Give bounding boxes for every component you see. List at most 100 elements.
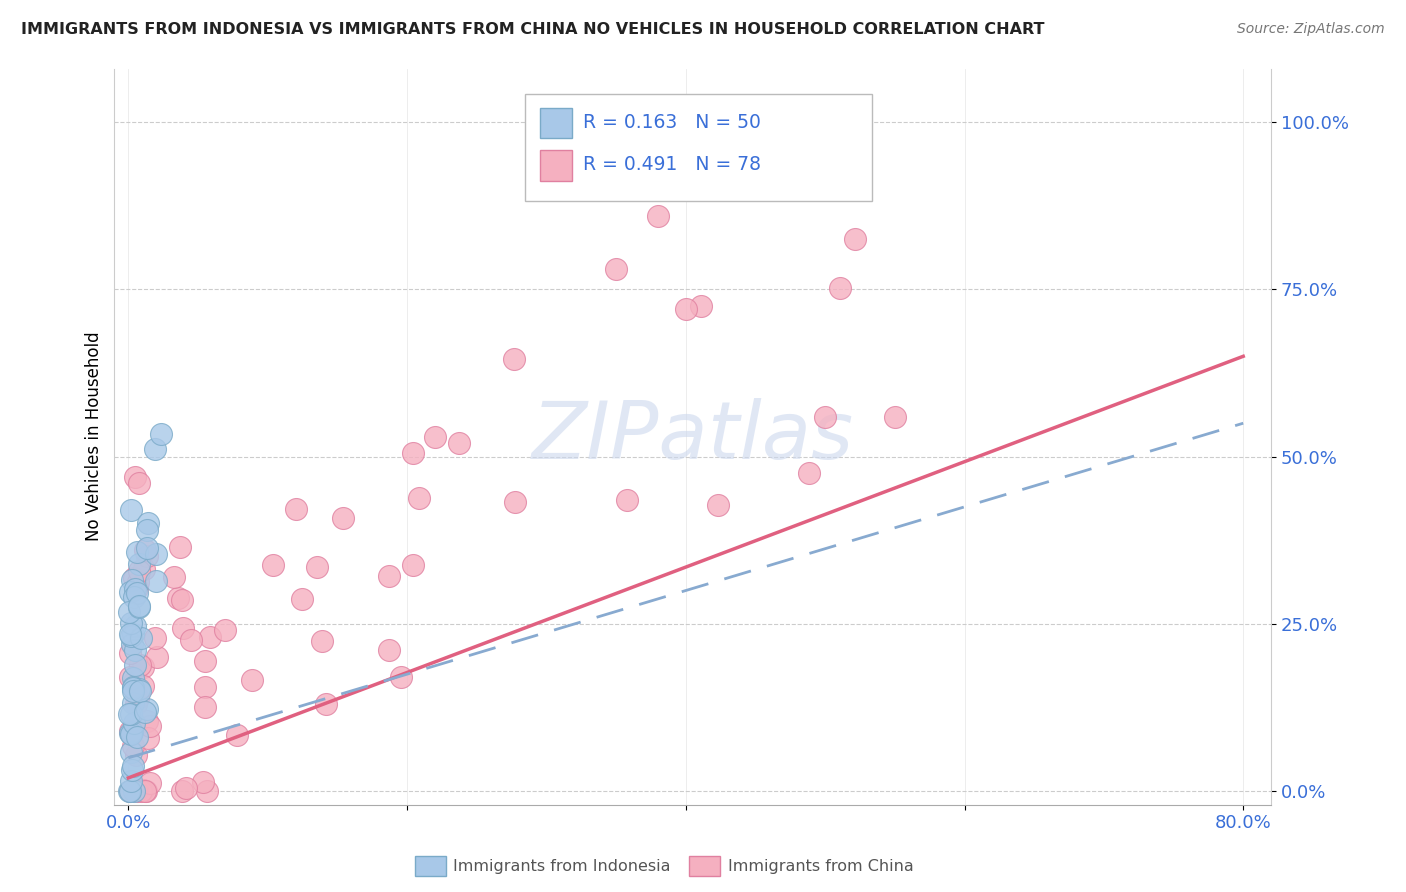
Point (118, 784, 141, 798)
Point (122, 783, 145, 797)
Point (166, 591, 188, 606)
Point (503, 495, 526, 509)
Point (423, 429, 446, 443)
Point (139, 776, 162, 790)
Point (706, 498, 728, 512)
Point (120, 585, 142, 599)
Point (145, 547, 167, 561)
Point (194, 654, 217, 668)
Point (315, 697, 337, 711)
Point (132, 660, 155, 674)
Point (136, 549, 159, 563)
Point (262, 558, 284, 572)
Point (284, 502, 307, 516)
Point (290, 592, 312, 607)
Point (127, 582, 149, 596)
Point (125, 784, 148, 798)
Point (690, 299, 713, 313)
Point (118, 706, 141, 721)
Point (121, 763, 143, 777)
Point (191, 774, 214, 789)
Point (136, 714, 159, 729)
Point (121, 671, 143, 685)
Point (136, 731, 159, 745)
Y-axis label: No Vehicles in Household: No Vehicles in Household (86, 332, 103, 541)
Point (135, 784, 157, 798)
Point (121, 684, 143, 698)
Point (120, 727, 142, 741)
Point (120, 503, 142, 517)
Point (198, 630, 221, 644)
Bar (540, 108, 572, 138)
Point (170, 784, 193, 798)
Point (180, 633, 202, 648)
Point (122, 590, 145, 604)
Point (135, 702, 157, 716)
Point (145, 442, 167, 456)
Point (402, 558, 425, 573)
Point (120, 774, 142, 789)
Point (132, 562, 155, 576)
Point (163, 570, 186, 584)
Point (128, 599, 150, 614)
Point (122, 739, 145, 754)
Point (120, 629, 142, 643)
Point (389, 670, 412, 684)
Point (146, 650, 169, 665)
Point (128, 657, 150, 672)
Point (134, 705, 156, 719)
Point (122, 716, 145, 731)
Point (120, 706, 142, 721)
Point (121, 696, 143, 710)
Point (124, 658, 146, 673)
Point (675, 302, 697, 317)
Point (124, 619, 146, 633)
Point (121, 574, 143, 588)
Point (134, 542, 156, 557)
Text: ZIPatlas: ZIPatlas (531, 398, 853, 475)
Point (139, 719, 162, 733)
Point (814, 409, 837, 424)
Point (122, 571, 145, 585)
Point (118, 784, 141, 798)
Point (503, 351, 526, 366)
Point (883, 409, 905, 424)
Point (132, 782, 155, 797)
Point (122, 681, 145, 696)
Point (797, 466, 820, 480)
Point (127, 690, 149, 705)
Point (120, 726, 142, 740)
Point (120, 745, 142, 759)
Point (120, 615, 142, 630)
Point (305, 560, 328, 574)
Point (136, 523, 159, 537)
Point (830, 281, 852, 295)
Point (122, 680, 145, 694)
Point (844, 232, 866, 246)
Point (172, 621, 194, 635)
Point (378, 569, 401, 583)
FancyBboxPatch shape (524, 95, 872, 201)
Point (242, 673, 264, 687)
Point (132, 679, 155, 693)
Point (129, 683, 152, 698)
Point (118, 784, 141, 798)
Point (125, 586, 148, 600)
Point (121, 759, 143, 773)
Text: R = 0.163   N = 50: R = 0.163 N = 50 (583, 112, 761, 132)
Point (118, 646, 141, 660)
Bar (540, 150, 572, 181)
Point (118, 723, 141, 738)
Point (118, 605, 141, 619)
Point (145, 574, 167, 588)
Point (118, 627, 141, 641)
Point (194, 700, 217, 714)
Point (128, 557, 150, 571)
Point (128, 681, 150, 696)
Text: Immigrants from Indonesia: Immigrants from Indonesia (453, 859, 671, 873)
Point (402, 446, 425, 460)
Point (136, 541, 159, 555)
Point (408, 491, 430, 505)
Point (118, 670, 141, 684)
Text: Immigrants from China: Immigrants from China (728, 859, 914, 873)
